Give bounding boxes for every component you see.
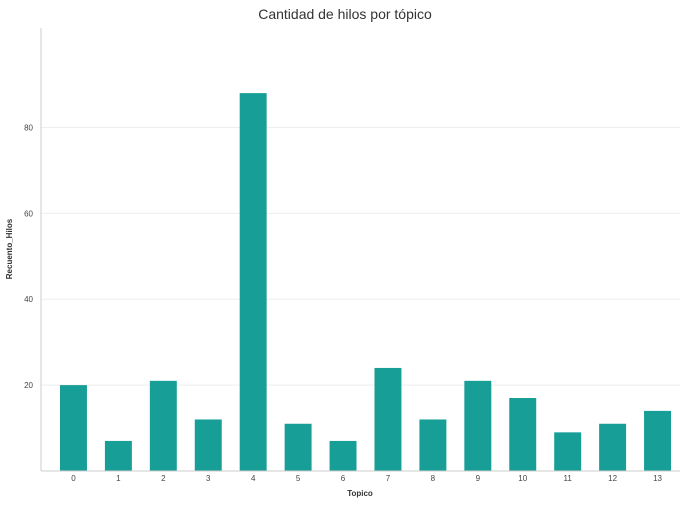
x-axis-label: Topico (347, 489, 373, 498)
bar-1 (104, 440, 132, 471)
y-axis-label: Recuento_Hilos (5, 218, 14, 279)
bar-10 (509, 398, 537, 471)
gridlines (41, 126, 680, 386)
x-tick-label-10: 10 (518, 474, 527, 483)
x-tick-label-12: 12 (608, 474, 617, 483)
x-tick-label-6: 6 (341, 474, 346, 483)
bar-9 (464, 380, 492, 471)
x-tick-label-11: 11 (564, 474, 573, 483)
bars (59, 93, 672, 471)
x-tick-label-1: 1 (116, 474, 121, 483)
bar-13 (644, 410, 672, 471)
x-tick-label-2: 2 (161, 474, 166, 483)
chart-title: Cantidad de hilos por tópico (258, 6, 432, 22)
x-tick-label-7: 7 (386, 474, 391, 483)
bar-2 (149, 380, 177, 471)
y-tick-label-40: 40 (24, 295, 33, 304)
bar-8 (419, 419, 447, 471)
y-tick-label-60: 60 (24, 209, 33, 218)
x-tick-label-4: 4 (251, 474, 256, 483)
bar-12 (599, 423, 627, 471)
bar-0 (59, 385, 87, 471)
x-tick-label-9: 9 (476, 474, 481, 483)
x-tick-label-13: 13 (653, 474, 662, 483)
bar-11 (554, 432, 582, 471)
bar-5 (284, 423, 312, 471)
bar-4 (239, 93, 267, 471)
axes (40, 28, 680, 472)
x-tick-labels: 0 1 2 3 4 5 6 7 8 9 10 11 12 13 (71, 474, 662, 483)
bar-6 (329, 440, 357, 471)
x-tick-label-5: 5 (296, 474, 301, 483)
y-tick-label-80: 80 (24, 123, 33, 132)
y-tick-labels: 20 40 60 80 (24, 123, 33, 390)
x-tick-label-8: 8 (431, 474, 436, 483)
x-tick-label-0: 0 (71, 474, 76, 483)
bar-3 (194, 419, 222, 471)
x-tick-label-3: 3 (206, 474, 211, 483)
bar-7 (374, 367, 402, 471)
y-tick-label-20: 20 (24, 381, 33, 390)
